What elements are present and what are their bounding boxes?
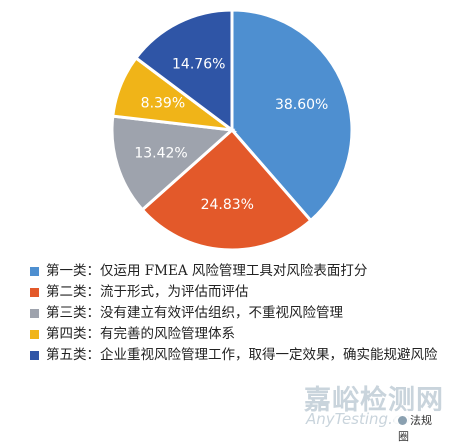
pie-chart: 38.60% 24.83% 13.42% 8.39% 14.76%	[110, 8, 354, 252]
legend-swatch-3	[30, 309, 39, 318]
pie-label-4: 8.39%	[141, 95, 185, 111]
legend-label-2: 第二类：流于形式，为评估而评估	[46, 284, 249, 300]
legend-swatch-1	[30, 267, 39, 276]
legend-item-1: 第一类：仅运用 FMEA 风险管理工具对风险表面打分	[30, 262, 440, 281]
pie-label-2: 24.83%	[201, 197, 254, 213]
pie-slices	[110, 8, 354, 252]
legend-item-5: 第五类：企业重视风险管理工作，取得一定效果，确实能规避风险	[30, 346, 440, 365]
pie-slice-2	[140, 127, 313, 252]
legend-item-4: 第四类：有完善的风险管理体系	[30, 325, 440, 344]
legend-label-5: 第五类：企业重视风险管理工作，取得一定效果，确实能规避风险	[46, 347, 438, 363]
pie-slice-3	[110, 114, 236, 212]
legend-item-3: 第三类：没有建立有效评估组织，不重视风险管理	[30, 304, 440, 323]
watermark: 嘉峪检测网 AnyTesting.com 法规圈	[296, 378, 446, 445]
legend: 第一类：仅运用 FMEA 风险管理工具对风险表面打分 第二类：流于形式，为评估而评…	[30, 262, 440, 367]
pie-slice-1	[230, 8, 354, 223]
pie-label-3: 13.42%	[134, 145, 187, 161]
pie-label-5: 14.76%	[172, 56, 225, 72]
legend-swatch-2	[30, 288, 39, 297]
pie-label-1: 38.60%	[275, 97, 328, 113]
legend-swatch-5	[30, 351, 39, 360]
watermark-main: 嘉峪检测网	[304, 385, 444, 416]
legend-label-4: 第四类：有完善的风险管理体系	[46, 326, 235, 342]
legend-label-1: 第一类：仅运用 FMEA 风险管理工具对风险表面打分	[46, 263, 368, 279]
legend-item-2: 第二类：流于形式，为评估而评估	[30, 283, 440, 302]
pie-slice-5	[133, 8, 234, 133]
pie-labels: 38.60% 24.83% 13.42% 8.39% 14.76%	[134, 56, 328, 213]
legend-swatch-4	[30, 330, 39, 339]
legend-label-3: 第三类：没有建立有效评估组织，不重视风险管理	[46, 305, 343, 321]
wechat-icon	[398, 416, 407, 425]
watermark-badge: 法规圈	[394, 411, 446, 445]
